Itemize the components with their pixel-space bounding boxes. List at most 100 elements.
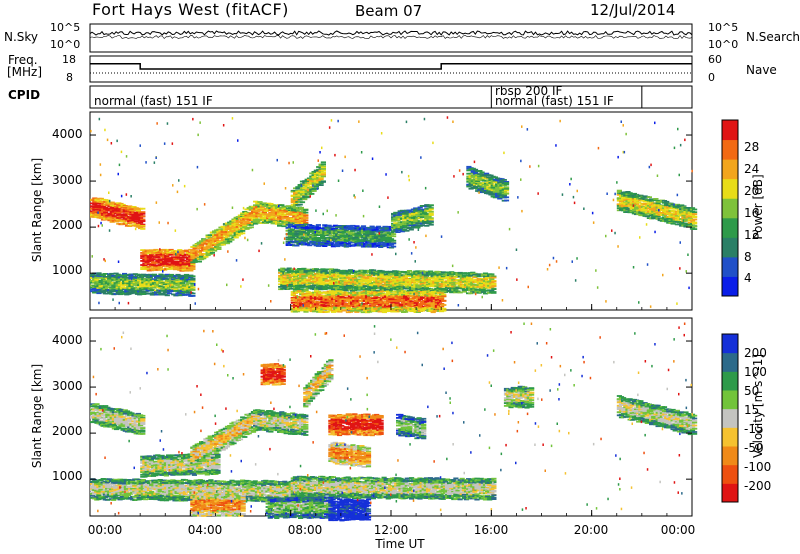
power-cell [151,262,157,264]
power-cell [153,248,159,251]
power-cell [140,220,146,222]
power-cell [283,216,289,218]
power-cell [244,216,250,219]
power-cell [358,227,364,229]
power-cell [192,259,198,262]
power-band [616,189,698,230]
power-cell [270,215,276,218]
power-cell [297,190,303,193]
power-cell [343,285,349,288]
power-heatmap [90,116,698,314]
power-cell [133,215,139,218]
power-cell [96,292,102,295]
power-cell [196,251,202,254]
cpid-dividers [490,86,643,108]
power-cell [339,226,345,229]
power-cell [444,277,451,280]
power-cell [257,201,263,203]
power-cell [311,235,317,238]
power-cell [279,215,285,218]
power-cell [227,240,233,243]
power-cell [394,274,400,277]
power-cell [293,199,299,202]
power-cell [337,297,343,299]
power-cell [137,286,143,288]
power-cell [294,208,300,211]
power-cell [296,238,302,241]
power-cell [190,292,196,295]
power-cell [122,286,128,289]
power-cell [237,225,244,228]
power-cell [177,249,183,251]
power-cell [328,283,334,286]
power-cell [140,225,146,228]
power-cell [231,228,237,231]
power-cell [455,274,461,277]
power-cell [116,207,122,210]
power-cell [98,290,104,292]
power-cell [406,270,413,272]
power-cell [181,256,187,259]
power-band [290,161,326,212]
power-cell [432,279,438,281]
power-cell [285,242,291,245]
power-cell [199,243,205,245]
power-cell [279,209,285,212]
power-cell [360,274,366,277]
power-cell [447,286,453,289]
power-cell [436,286,442,289]
power-cell [339,229,345,232]
power-cell [124,284,130,286]
power-cell [322,278,328,280]
power-cell [301,299,307,302]
power-cell [266,215,272,218]
power-cell [395,231,401,233]
power-cell [455,287,461,289]
power-cell [289,236,296,239]
power-cell [181,259,187,262]
power-cell [339,284,345,287]
power-cell [240,216,246,219]
power-cell [284,282,290,285]
power-cell [237,221,244,224]
power-cell [358,244,364,247]
power-cell [268,203,274,205]
power-cell [140,223,146,226]
power-cell [318,176,324,179]
power-cell [122,214,128,217]
power-cell [190,266,196,269]
power-cell [199,249,205,252]
power-cell [92,200,98,203]
power-cell [96,288,102,291]
power-cell [277,213,283,216]
power-cell [330,271,337,274]
power-band [466,165,510,202]
power-cell [149,289,155,292]
power-cell [302,233,309,236]
power-cell [328,300,334,302]
power-cell [478,289,484,292]
power-cell [313,185,319,188]
power-cell [449,274,455,277]
power-cell [290,302,296,304]
power-cell [430,277,436,280]
power-cell [107,279,113,282]
power-cell [105,203,111,205]
power-cell [90,273,96,276]
power-cell [157,266,163,269]
power-cell [318,278,324,280]
power-cell [218,235,224,238]
power-cell [305,235,311,238]
power-cell [292,283,299,286]
power-cell [171,276,177,279]
power-cell [480,281,486,283]
power-cell [487,280,493,283]
power-cell [352,289,358,292]
power-cell [339,282,345,285]
power-cell [179,278,185,280]
power-cell [242,224,248,227]
power-cell [114,206,120,209]
power-cell [122,292,128,294]
power-cell [140,252,146,254]
power-cell [190,268,196,270]
